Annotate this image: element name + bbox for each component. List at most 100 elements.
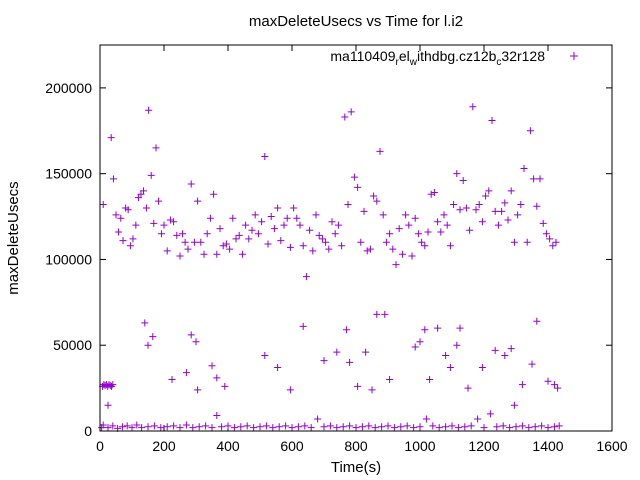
plot-frame [99, 44, 613, 432]
data-point [288, 424, 296, 432]
data-point [315, 231, 323, 239]
data-point [467, 422, 475, 430]
x-tick-label: 1200 [468, 438, 499, 454]
data-point [542, 230, 550, 238]
data-point [112, 211, 120, 219]
data-point [398, 250, 406, 258]
y-tick-label: 0 [84, 423, 92, 439]
data-point [456, 206, 464, 214]
legend-marker [570, 52, 578, 60]
data-point [109, 175, 117, 183]
data-point [453, 341, 461, 349]
data-point [208, 424, 216, 432]
data-point [434, 218, 442, 226]
data-point [245, 235, 253, 243]
data-point [518, 422, 526, 430]
x-tick-label: 600 [280, 438, 304, 454]
data-point [144, 341, 152, 349]
data-point [379, 211, 387, 219]
data-point [448, 422, 456, 430]
x-tick-label: 1000 [404, 438, 435, 454]
y-tick-label: 50000 [53, 337, 92, 353]
data-point [333, 424, 341, 432]
data-point [485, 187, 493, 195]
data-point [442, 423, 450, 431]
data-point [430, 189, 438, 197]
data-point [155, 197, 163, 205]
data-point [286, 386, 294, 394]
x-tick-label: 200 [152, 438, 176, 454]
data-point [189, 424, 197, 432]
data-point [357, 238, 365, 246]
y-axis-label: maxDeleteUsecs [5, 181, 22, 294]
data-point [256, 423, 264, 431]
data-point [501, 352, 509, 360]
data-point [478, 364, 486, 372]
data-point [397, 423, 405, 431]
data-point [354, 183, 362, 191]
data-point [454, 424, 462, 432]
data-point [237, 423, 245, 431]
data-point [491, 346, 499, 354]
data-points [98, 103, 563, 432]
y-tick-label: 200000 [45, 80, 92, 96]
data-point [235, 231, 243, 239]
data-point [202, 422, 210, 430]
x-tick-label: 800 [344, 438, 368, 454]
data-point [499, 422, 507, 430]
data-point [370, 192, 378, 200]
data-point [312, 211, 320, 219]
data-point [195, 423, 203, 431]
data-point [145, 106, 153, 114]
data-point [510, 238, 518, 246]
data-point [536, 175, 544, 183]
data-point [510, 401, 518, 409]
data-point [390, 424, 398, 432]
data-point [427, 190, 435, 198]
data-point [251, 211, 259, 219]
data-point [168, 376, 176, 384]
data-point [307, 424, 315, 432]
data-point [277, 237, 285, 245]
data-point [117, 214, 125, 222]
data-point [365, 422, 373, 430]
data-point [290, 204, 298, 212]
data-point [152, 144, 160, 152]
data-point [181, 238, 189, 246]
data-point [533, 202, 541, 210]
data-point [466, 226, 474, 234]
data-point [518, 381, 526, 389]
data-point [99, 421, 107, 429]
data-point [347, 108, 355, 116]
data-point [352, 424, 360, 432]
data-point [376, 147, 384, 155]
data-point [366, 245, 374, 253]
data-point [392, 261, 400, 269]
data-point [283, 214, 291, 222]
data-point [418, 238, 426, 246]
data-point [461, 423, 469, 431]
data-point [322, 238, 330, 246]
data-point [402, 211, 410, 219]
data-point [382, 238, 390, 246]
data-point [261, 153, 269, 161]
data-point [498, 207, 506, 215]
data-point [424, 228, 432, 236]
data-point [194, 386, 202, 394]
data-point [389, 245, 397, 253]
data-point [270, 225, 278, 233]
data-point [224, 422, 232, 430]
data-point [478, 218, 486, 226]
data-point [104, 401, 112, 409]
data-point [192, 338, 200, 346]
data-point [341, 113, 349, 121]
data-point [132, 221, 140, 229]
data-point [410, 424, 418, 432]
data-point [314, 415, 322, 423]
data-point [182, 421, 190, 429]
data-point [334, 221, 342, 229]
data-point [435, 424, 443, 432]
data-point [124, 206, 132, 214]
data-point [414, 230, 422, 238]
data-point [488, 116, 496, 124]
